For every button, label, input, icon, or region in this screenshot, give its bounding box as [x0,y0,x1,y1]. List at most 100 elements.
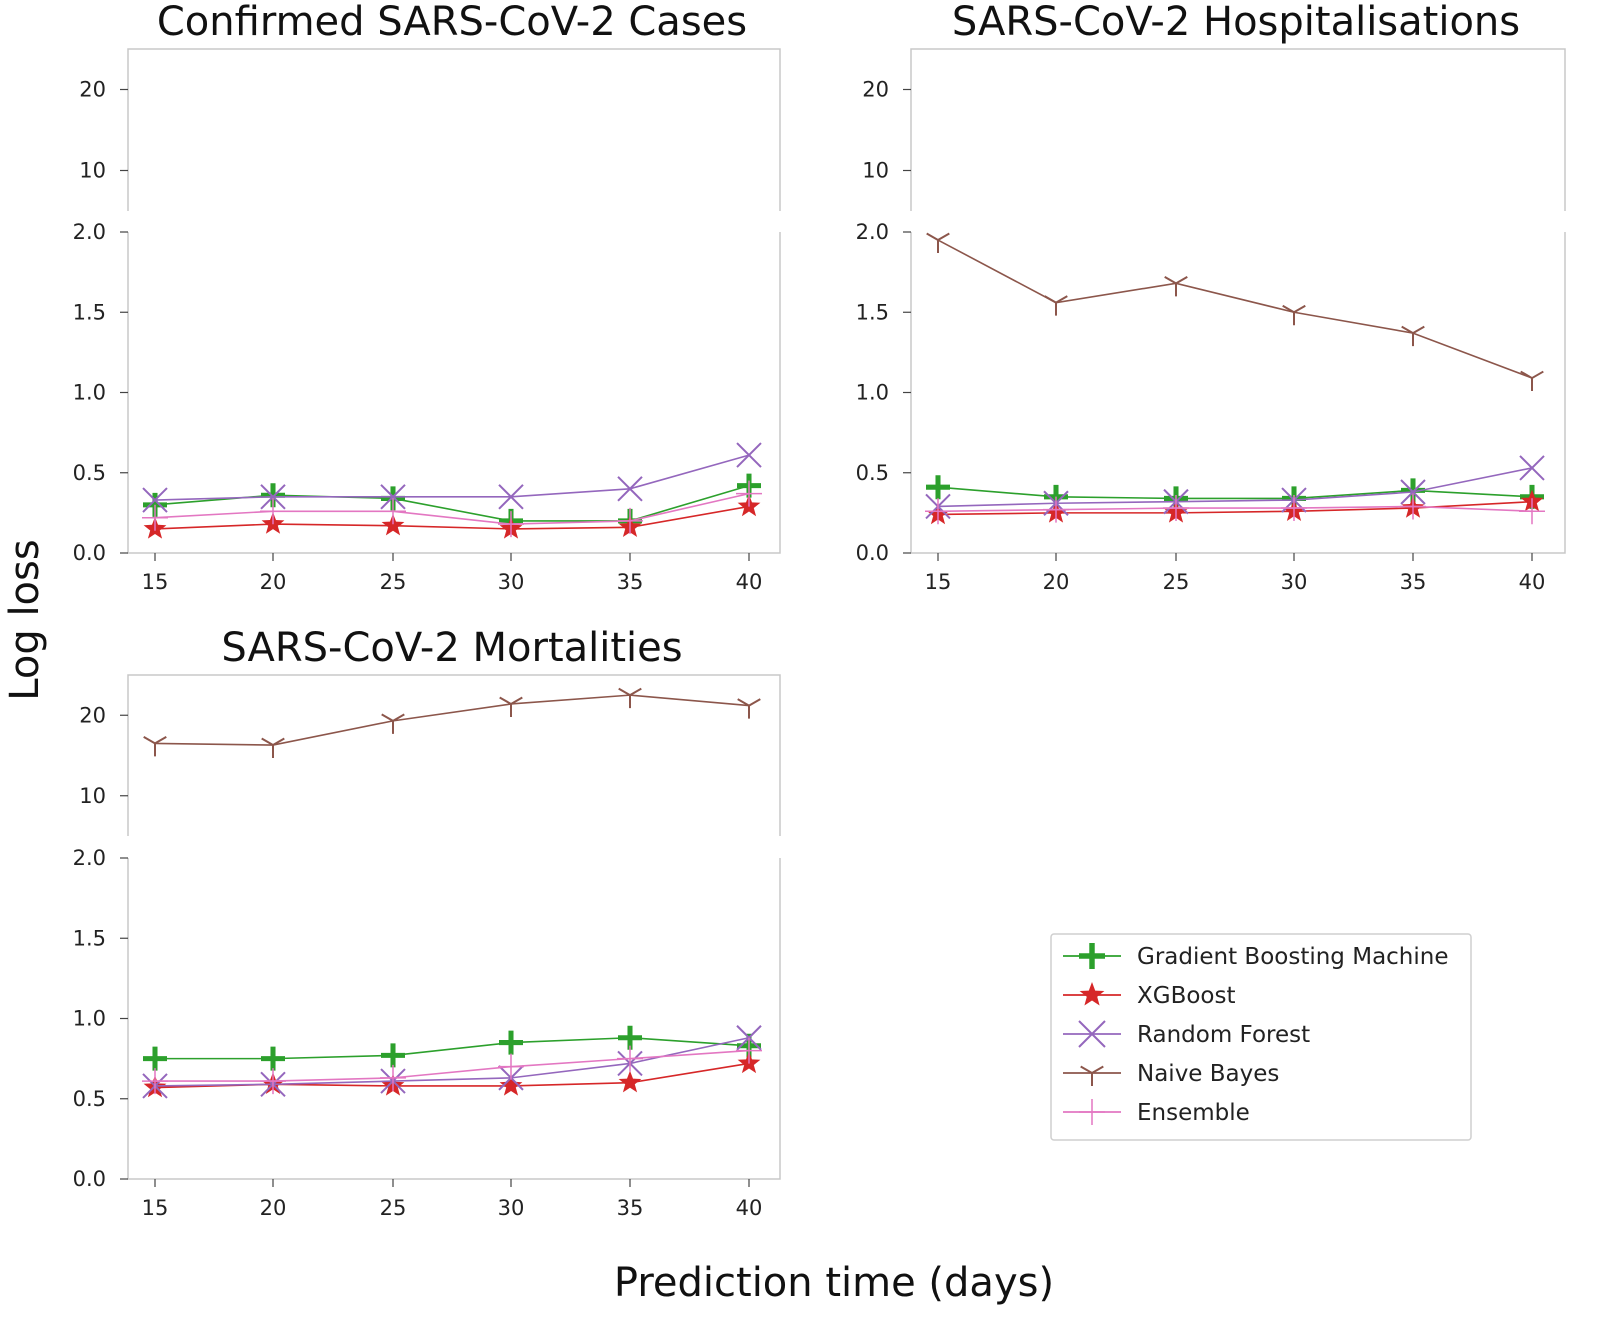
data-point [1520,370,1544,392]
data-point [261,737,285,759]
legend-marker [1078,1020,1106,1048]
chart-panel-sars-cov-2-mortalities: SARS-CoV-2 Mortalities 10 20 0.0 0.5 1.0 1.5 2.… [73,625,781,1220]
y-tick-label: 0.5 [73,1087,106,1111]
series-line [155,1036,750,1060]
data-point [618,687,642,709]
legend-item-xgboost: XGBoost [1063,982,1236,1009]
data-point [1401,325,1425,347]
data-point [260,484,286,510]
legend: Gradient Boosting Machine XGBoost Random F… [1050,933,1472,1141]
legend-marker [1080,1065,1104,1086]
y-tick-label: 0.5 [856,461,889,485]
y-tick-label: 1.0 [73,381,106,405]
legend-item-gradient-boosting-machine: Gradient Boosting Machine [1063,943,1449,970]
data-point [1519,498,1545,525]
chart-panel-sars-cov-2-hospitalisations: SARS-CoV-2 Hospitalisations 10 20 0.0 0.5 1.0… [856,0,1566,594]
upper-axes-frame [910,48,1566,211]
y-tick-label: 1.5 [856,300,889,324]
legend-item-naive-bayes: Naive Bayes [1063,1061,1279,1087]
x-tick-label: 20 [260,1196,287,1220]
data-point [1519,455,1545,481]
y-tick-label: 2.0 [73,846,106,870]
y-tick-label: 2.0 [856,220,889,244]
data-point [1163,495,1189,522]
data-point [498,511,524,538]
y-tick-label: 10 [79,784,106,808]
legend-label: Naive Bayes [1137,1061,1279,1087]
data-point [617,1045,643,1072]
legend-label: Gradient Boosting Machine [1137,944,1449,970]
x-tick-label: 30 [498,1196,525,1220]
chart-title: Confirmed SARS-CoV-2 Cases [157,0,747,45]
y-tick-label: 1.0 [73,1007,106,1031]
data-point [618,1070,642,1093]
data-point [618,1025,642,1050]
x-tick-label: 35 [617,1196,644,1220]
series-line [154,505,750,530]
legend-marker [1079,1099,1105,1125]
panels-layer: Confirmed SARS-CoV-2 Cases 10 20 0.0 0.5 1.0 1… [73,0,1566,1220]
series-gradient-boosting-machine [143,1025,761,1071]
data-point [143,1046,167,1071]
series-naive-bayes [143,687,761,759]
upper-axes-frame [127,674,781,836]
data-point [737,698,761,719]
data-point [1281,495,1307,522]
data-point [142,504,168,531]
data-point [1043,496,1069,523]
y-tick-label: 20 [79,703,106,727]
upper-axes-frame [127,48,781,211]
series-naive-bayes [926,232,1544,392]
series-line [154,694,750,746]
x-tick-label: 15 [142,1196,169,1220]
data-point [1400,479,1426,505]
x-tick-label: 15 [925,570,952,594]
data-point [380,484,406,510]
y-tick-label: 20 [862,78,889,102]
data-point [1400,493,1426,520]
data-point [381,713,405,734]
data-point [736,1037,762,1064]
legend-item-random-forest: Random Forest [1063,1020,1310,1048]
data-point [499,1030,523,1055]
y-tick-label: 1.5 [73,300,106,324]
data-point [380,1064,406,1091]
data-point [925,498,951,525]
data-point [1164,275,1188,297]
x-tick-label: 40 [736,570,763,594]
x-tick-label: 25 [1163,570,1190,594]
series-line [154,454,750,501]
series-xgboost [143,494,761,539]
legend-label: Random Forest [1137,1022,1310,1048]
series-ensemble [142,480,762,538]
series-line [937,486,1533,500]
data-point [261,483,286,508]
x-tick-label: 15 [142,570,169,594]
x-tick-label: 20 [260,570,287,594]
y-tick-label: 0.0 [856,541,889,565]
y-tick-label: 0.5 [73,461,106,485]
data-point [499,1073,523,1096]
data-point [142,487,168,513]
x-tick-label: 25 [380,570,407,594]
series-gradient-boosting-machine [143,473,761,533]
x-tick-label: 40 [736,1196,763,1220]
y-tick-label: 0.0 [73,541,106,565]
y-tick-label: 1.0 [856,381,889,405]
series-random-forest [142,1025,762,1099]
data-point [617,507,643,534]
data-point [736,442,762,468]
data-point [381,513,405,536]
data-point [380,498,406,525]
y-tick-label: 20 [79,78,106,102]
series-ensemble [142,1037,762,1095]
series-line [154,492,750,525]
legend-marker [1079,982,1105,1006]
x-axis-label: Prediction time (days) [614,1260,1054,1306]
legend-item-ensemble: Ensemble [1063,1099,1250,1126]
data-point [498,1053,524,1080]
series-ensemble [925,493,1545,525]
x-tick-label: 20 [1043,570,1070,594]
x-tick-label: 30 [498,570,525,594]
series-line [154,484,750,522]
